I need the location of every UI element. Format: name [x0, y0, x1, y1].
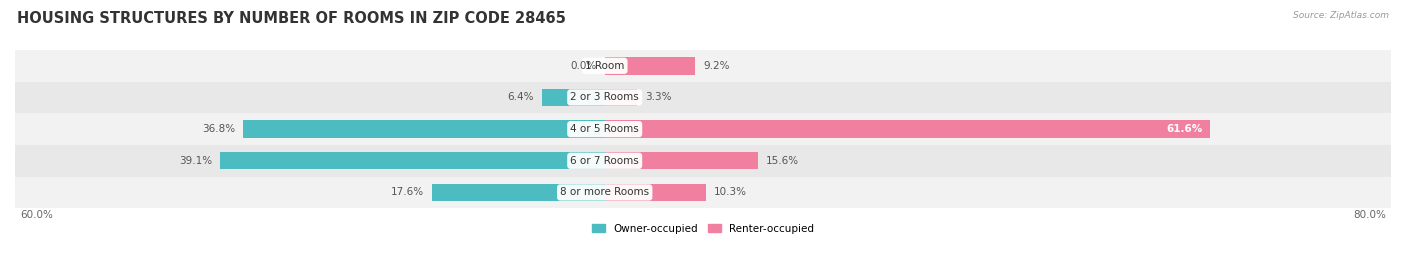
Text: HOUSING STRUCTURES BY NUMBER OF ROOMS IN ZIP CODE 28465: HOUSING STRUCTURES BY NUMBER OF ROOMS IN…: [17, 11, 565, 26]
Bar: [605, 152, 758, 169]
Text: 3.3%: 3.3%: [645, 93, 672, 102]
Text: 39.1%: 39.1%: [180, 156, 212, 166]
Text: 8 or more Rooms: 8 or more Rooms: [560, 187, 650, 197]
Text: 9.2%: 9.2%: [703, 61, 730, 71]
Bar: [605, 57, 695, 75]
Bar: [15, 177, 1391, 208]
Text: 80.0%: 80.0%: [1353, 210, 1386, 220]
Text: 61.6%: 61.6%: [1166, 124, 1202, 134]
Bar: [15, 50, 1391, 82]
Bar: [605, 121, 1211, 138]
Text: 4 or 5 Rooms: 4 or 5 Rooms: [571, 124, 640, 134]
Text: 17.6%: 17.6%: [391, 187, 423, 197]
Text: 36.8%: 36.8%: [202, 124, 235, 134]
Text: 6.4%: 6.4%: [508, 93, 534, 102]
Bar: [605, 184, 706, 201]
Bar: [15, 145, 1391, 177]
Legend: Owner-occupied, Renter-occupied: Owner-occupied, Renter-occupied: [588, 220, 818, 238]
Text: Source: ZipAtlas.com: Source: ZipAtlas.com: [1294, 11, 1389, 20]
Text: 1 Room: 1 Room: [585, 61, 624, 71]
Bar: [221, 152, 605, 169]
Bar: [15, 113, 1391, 145]
Bar: [541, 89, 605, 106]
Bar: [432, 184, 605, 201]
Bar: [15, 82, 1391, 113]
Text: 10.3%: 10.3%: [714, 187, 747, 197]
Bar: [243, 121, 605, 138]
Text: 60.0%: 60.0%: [20, 210, 53, 220]
Text: 6 or 7 Rooms: 6 or 7 Rooms: [571, 156, 640, 166]
Text: 0.0%: 0.0%: [571, 61, 598, 71]
Text: 2 or 3 Rooms: 2 or 3 Rooms: [571, 93, 640, 102]
Bar: [605, 89, 637, 106]
Text: 15.6%: 15.6%: [766, 156, 799, 166]
